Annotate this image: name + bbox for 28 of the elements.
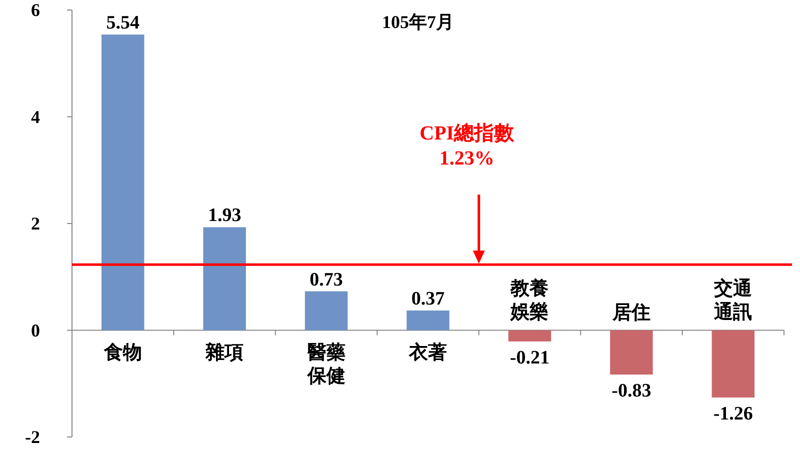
data-label: -0.83 xyxy=(612,380,652,402)
bar xyxy=(406,310,450,330)
data-label: 1.93 xyxy=(208,205,242,226)
x-tick-label: 居住 xyxy=(611,302,650,324)
bar xyxy=(203,227,246,330)
y-tick-label: 0 xyxy=(31,320,40,340)
y-tick-label: 2 xyxy=(31,214,40,234)
data-label: 0.73 xyxy=(310,269,343,290)
data-label: -0.21 xyxy=(510,347,550,368)
bar xyxy=(712,330,755,398)
data-label: 5.54 xyxy=(106,12,140,34)
bar xyxy=(610,330,653,375)
data-label: 0.37 xyxy=(411,288,446,310)
x-tick-label: 醫藥保健 xyxy=(306,341,346,387)
x-tick-label: 雜項 xyxy=(204,341,244,364)
ref-line-label: CPI總指數 1.23% xyxy=(420,122,516,170)
y-tick-label: 6 xyxy=(31,0,40,20)
x-tick-label: 交通通訊 xyxy=(713,277,752,323)
x-tick-label: 衣著 xyxy=(408,341,447,364)
data-label: -1.26 xyxy=(713,404,753,425)
chart-title: 105年7月 xyxy=(382,12,454,32)
x-tick-label: 教養娛樂 xyxy=(510,277,549,323)
x-tick-label: 食物 xyxy=(102,341,142,364)
y-tick-label: -2 xyxy=(25,427,40,447)
bar xyxy=(101,34,144,330)
y-tick-label: 4 xyxy=(31,106,40,127)
bar xyxy=(508,330,552,342)
bar xyxy=(304,291,348,330)
